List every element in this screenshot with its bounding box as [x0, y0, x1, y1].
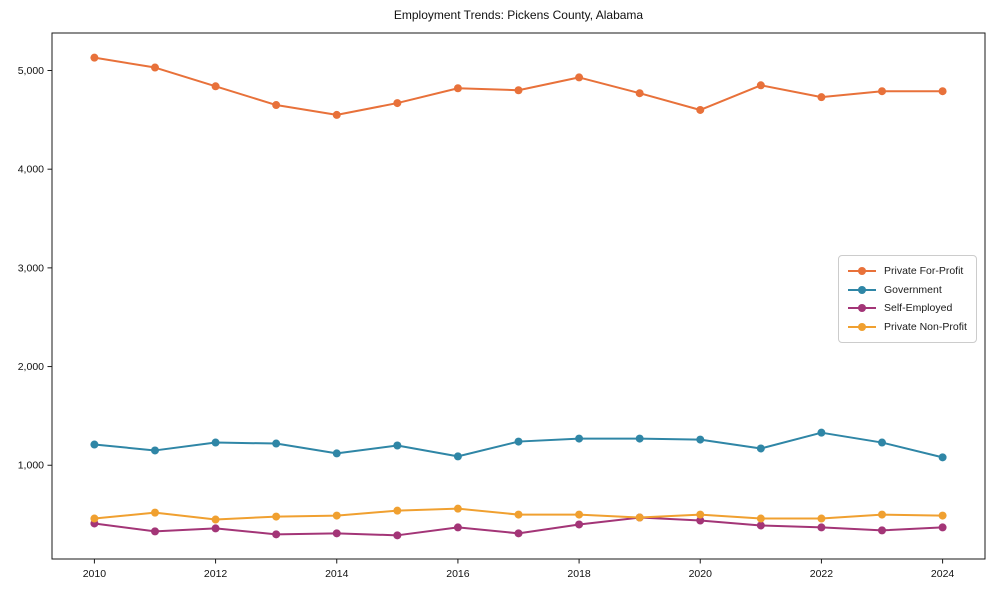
data-point-private-for-profit: [635, 89, 644, 98]
data-point-private-non-profit: [150, 508, 159, 517]
legend-line-marker-icon: [848, 322, 876, 331]
data-point-private-non-profit: [575, 510, 584, 519]
data-point-private-for-profit: [211, 82, 220, 91]
data-point-self-employed: [756, 521, 765, 530]
plot-frame: [51, 32, 986, 560]
legend-line-marker-icon: [848, 267, 876, 276]
data-point-private-non-profit: [938, 511, 947, 520]
legend-item-private-non-profit: Private Non-Profit: [847, 318, 968, 336]
data-point-private-non-profit: [635, 513, 644, 522]
data-point-private-non-profit: [696, 510, 705, 519]
data-point-government: [90, 440, 99, 449]
data-point-private-for-profit: [817, 93, 826, 102]
data-point-government: [696, 435, 705, 444]
x-tick-label: 2020: [689, 568, 713, 580]
data-point-government: [272, 439, 281, 448]
data-point-self-employed: [817, 523, 826, 532]
legend-label: Private For-Profit: [884, 265, 964, 278]
legend-line-marker-icon: [848, 285, 876, 294]
data-point-private-for-profit: [696, 105, 705, 114]
data-point-government: [756, 444, 765, 453]
x-tick-label: 2014: [325, 568, 349, 580]
data-point-government: [938, 453, 947, 462]
y-tick-label: 1,000: [18, 460, 44, 472]
y-tick-label: 4,000: [18, 164, 44, 176]
data-point-government: [453, 452, 462, 461]
data-point-private-for-profit: [393, 99, 402, 108]
x-tick-label: 2010: [83, 568, 107, 580]
data-point-self-employed: [453, 523, 462, 532]
data-point-private-non-profit: [453, 504, 462, 513]
data-point-private-for-profit: [878, 87, 887, 96]
data-point-government: [211, 438, 220, 447]
data-point-government: [150, 446, 159, 455]
y-tick-label: 3,000: [18, 262, 44, 274]
data-point-self-employed: [514, 529, 523, 538]
data-point-private-non-profit: [272, 512, 281, 521]
x-tick-label: 2012: [204, 568, 228, 580]
data-point-self-employed: [938, 523, 947, 532]
data-point-private-non-profit: [878, 510, 887, 519]
data-point-self-employed: [150, 527, 159, 536]
data-point-private-for-profit: [575, 73, 584, 82]
legend-item-self-employed: Self-Employed: [847, 299, 968, 317]
legend-label: Private Non-Profit: [884, 320, 967, 333]
data-point-private-non-profit: [332, 511, 341, 520]
legend-item-government: Government: [847, 281, 968, 299]
x-tick-label: 2016: [446, 568, 470, 580]
data-point-government: [393, 441, 402, 450]
data-point-private-for-profit: [756, 81, 765, 90]
data-point-self-employed: [696, 516, 705, 525]
chart-title: Employment Trends: Pickens County, Alaba…: [393, 8, 644, 22]
data-point-self-employed: [211, 524, 220, 533]
legend-label: Government: [884, 283, 942, 296]
data-point-private-for-profit: [150, 63, 159, 72]
data-point-private-for-profit: [453, 84, 462, 93]
x-tick-label: 2018: [567, 568, 591, 580]
data-point-government: [878, 438, 887, 447]
legend-item-private-for-profit: Private For-Profit: [847, 262, 968, 280]
x-tick-label: 2022: [810, 568, 834, 580]
data-point-government: [817, 428, 826, 437]
data-point-private-for-profit: [938, 87, 947, 96]
data-point-government: [514, 437, 523, 446]
data-point-private-non-profit: [393, 506, 402, 515]
data-point-private-non-profit: [756, 514, 765, 523]
y-tick-label: 5,000: [18, 65, 44, 77]
data-point-private-for-profit: [90, 53, 99, 62]
legend-label: Self-Employed: [884, 302, 953, 315]
data-point-private-non-profit: [211, 515, 220, 524]
data-point-self-employed: [878, 526, 887, 535]
data-point-self-employed: [575, 520, 584, 529]
data-point-government: [635, 434, 644, 443]
data-point-self-employed: [272, 530, 281, 539]
legend: Private For-Profit Government Self-Employe…: [838, 255, 977, 343]
data-point-private-for-profit: [272, 101, 281, 110]
data-point-self-employed: [393, 531, 402, 540]
data-point-private-non-profit: [90, 514, 99, 523]
data-point-private-non-profit: [514, 510, 523, 519]
data-point-private-for-profit: [514, 86, 523, 95]
data-point-government: [332, 449, 341, 458]
x-tick-label: 2024: [931, 568, 955, 580]
data-point-private-for-profit: [332, 110, 341, 119]
data-point-private-non-profit: [817, 514, 826, 523]
data-point-government: [575, 434, 584, 443]
data-point-self-employed: [332, 529, 341, 538]
y-tick-label: 2,000: [18, 361, 44, 373]
legend-line-marker-icon: [848, 304, 876, 313]
